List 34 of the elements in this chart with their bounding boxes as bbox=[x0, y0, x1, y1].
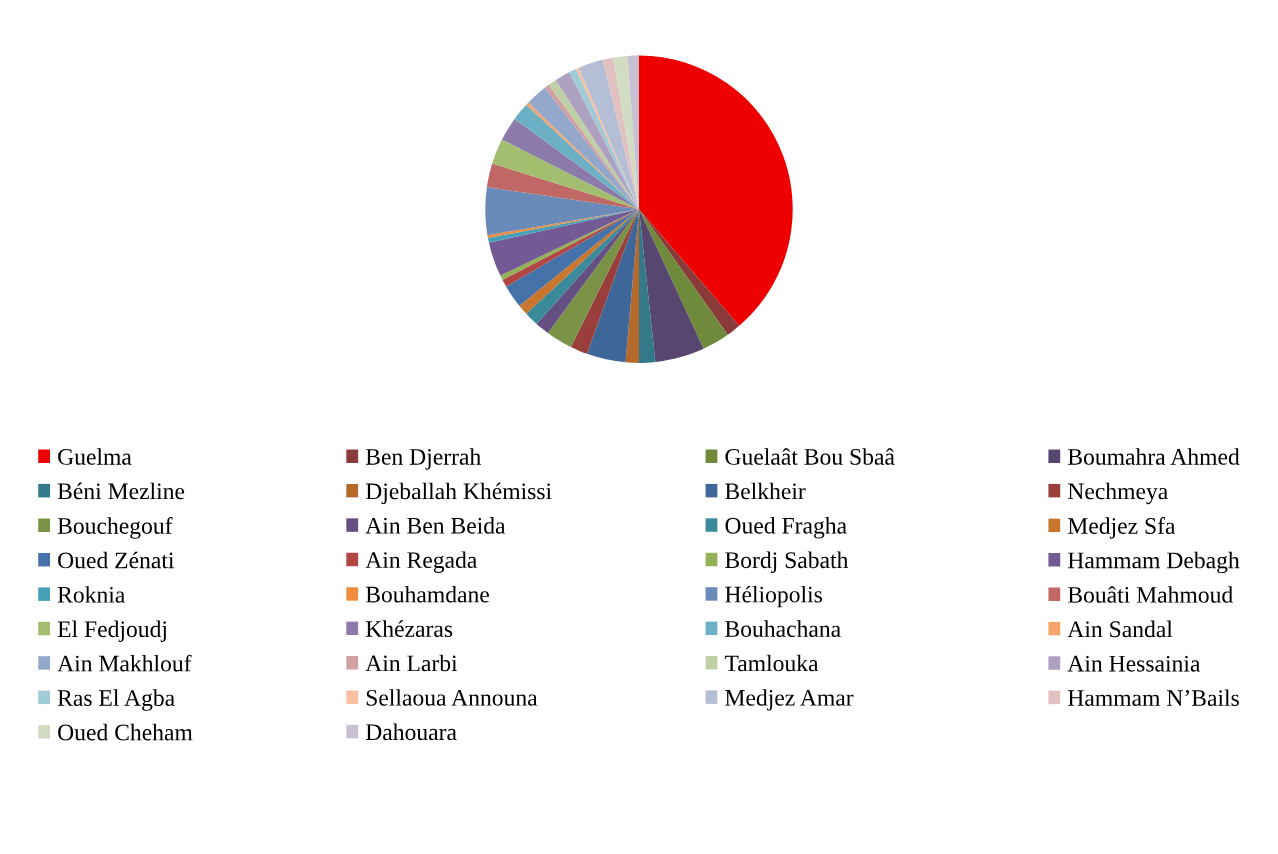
legend-label: Nechmeya bbox=[1067, 482, 1168, 505]
legend-label: Guelaât Bou Sbaâ bbox=[725, 448, 895, 465]
legend-label: Boumahra Ahmed bbox=[1067, 448, 1240, 465]
legend-label: Medjez Sfa bbox=[1067, 517, 1176, 539]
legend-label: Oued Cheham bbox=[58, 723, 193, 741]
legend-label: Ras El Agba bbox=[57, 689, 175, 711]
legend-label: Belkheir bbox=[725, 482, 806, 500]
legend-label: Guelma bbox=[58, 448, 132, 465]
legend-label: Ain Hessainia bbox=[1067, 655, 1201, 672]
legend-label: Medjez Amar bbox=[725, 689, 854, 711]
legend-label: Ain Larbi bbox=[365, 654, 458, 672]
legend-label: Tamlouka bbox=[724, 654, 819, 672]
legend-label: Roknia bbox=[57, 586, 125, 603]
legend-label: Ben Djerrah bbox=[365, 448, 481, 470]
legend-label: Bouâti Mahmoud bbox=[1067, 586, 1233, 603]
legend-label: Khézaras bbox=[365, 620, 453, 637]
legend-label: Ain Makhlouf bbox=[57, 654, 192, 672]
legend-label: Oued Zénati bbox=[58, 551, 175, 569]
legend-label: Héliopolis bbox=[725, 585, 822, 608]
legend-label: Djeballah Khémissi bbox=[365, 482, 552, 505]
legend-label: Dahouara bbox=[365, 723, 457, 741]
legend-label: Sellaoua Announa bbox=[366, 689, 538, 706]
legend-label: Ain Regada bbox=[365, 551, 478, 573]
legend-label: Ain Ben Beida bbox=[365, 517, 506, 534]
legend-label: Hammam Debagh bbox=[1067, 551, 1240, 574]
legend-label: Béni Mezline bbox=[57, 482, 185, 500]
legend-label: El Fedjoudj bbox=[57, 620, 166, 642]
legend-label: Hammam N’Bails bbox=[1067, 689, 1239, 707]
legend-label: Ain Sandal bbox=[1067, 620, 1173, 638]
legend-label: Bouhachana bbox=[725, 620, 841, 637]
legend-label: Bouhamdane bbox=[365, 585, 489, 603]
legend-label: Oued Fragha bbox=[725, 517, 847, 539]
legend-label: Bouchegouf bbox=[57, 517, 173, 539]
legend-label: Bordj Sabath bbox=[725, 551, 849, 573]
